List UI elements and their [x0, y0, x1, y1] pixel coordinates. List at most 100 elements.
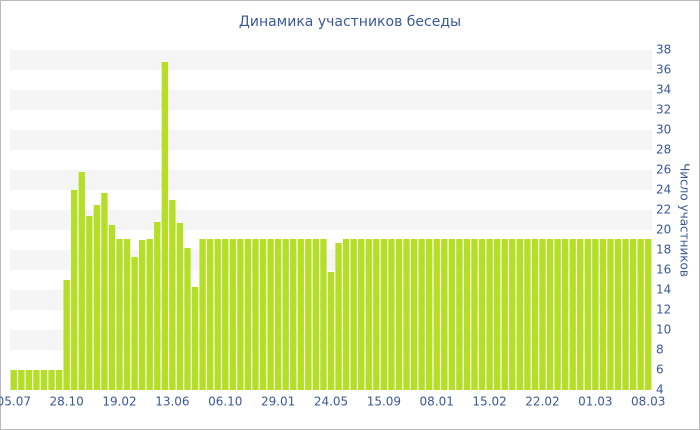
- bar: [206, 239, 214, 390]
- x-tick-label: 05.07: [0, 395, 31, 409]
- bar: [199, 239, 206, 390]
- bar: [365, 239, 372, 390]
- y-tick-label: 30: [656, 123, 671, 137]
- bar: [146, 239, 153, 390]
- y-tick-label: 24: [656, 183, 671, 197]
- bar: [282, 239, 289, 390]
- bar: [18, 370, 25, 390]
- y-axis-label: Число участников: [678, 163, 692, 277]
- bar: [584, 239, 591, 390]
- x-tick-label: 29.01: [261, 395, 295, 409]
- bar: [297, 239, 304, 390]
- y-tick-label: 28: [656, 143, 671, 157]
- bar: [214, 239, 221, 390]
- bar: [48, 370, 55, 390]
- bar: [342, 239, 350, 390]
- bar: [259, 239, 267, 390]
- x-tick-label: 15.02: [472, 395, 506, 409]
- x-tick-label: 22.02: [525, 395, 559, 409]
- bar: [176, 223, 184, 390]
- bar: [629, 239, 637, 390]
- bar: [86, 216, 93, 390]
- bar: [463, 239, 471, 390]
- chart-title: Динамика участников беседы: [239, 14, 461, 30]
- x-tick-label: 13.06: [155, 395, 189, 409]
- bar: [418, 239, 425, 390]
- y-tick-label: 10: [656, 323, 671, 337]
- grid-band: [10, 170, 652, 190]
- y-tick-label: 36: [656, 63, 671, 77]
- grid-band: [10, 130, 652, 150]
- bar: [312, 239, 320, 390]
- bar: [123, 239, 131, 390]
- bar: [531, 239, 539, 390]
- bar: [448, 239, 456, 390]
- bar: [101, 193, 108, 390]
- y-tick-label: 16: [656, 263, 671, 277]
- bar: [509, 239, 516, 390]
- bar: [516, 239, 523, 390]
- bar: [116, 239, 123, 390]
- x-tick-label: 08.03: [631, 395, 665, 409]
- bar: [139, 240, 146, 390]
- bar: [592, 239, 599, 390]
- bar: [546, 239, 554, 390]
- bar: [55, 370, 63, 390]
- bar: [33, 370, 40, 390]
- bar: [569, 239, 576, 390]
- bar: [395, 239, 403, 390]
- y-tick-label: 22: [656, 203, 671, 217]
- bar: [486, 239, 493, 390]
- bar: [539, 239, 546, 390]
- bar: [78, 172, 85, 390]
- y-tick-label: 12: [656, 303, 671, 317]
- bar: [327, 272, 335, 390]
- x-tick-label: 01.03: [578, 395, 612, 409]
- bar: [131, 257, 138, 390]
- bar: [403, 239, 410, 390]
- bar: [637, 239, 644, 390]
- bar: [237, 239, 244, 390]
- bar: [501, 239, 508, 390]
- bar: [388, 239, 395, 390]
- bar: [380, 239, 388, 390]
- y-tick-label: 20: [656, 223, 671, 237]
- bar: [305, 239, 312, 390]
- bar: [252, 239, 259, 390]
- bar: [561, 239, 569, 390]
- bar: [274, 239, 282, 390]
- bar: [154, 222, 161, 390]
- grid-band: [10, 90, 652, 110]
- bar: [335, 243, 342, 390]
- y-tick-label: 26: [656, 163, 671, 177]
- bar: [493, 239, 501, 390]
- bar: [524, 239, 531, 390]
- y-tick-label: 32: [656, 103, 671, 117]
- x-tick-label: 24.05: [314, 395, 348, 409]
- bar: [433, 239, 440, 390]
- y-tick-label: 4: [656, 383, 664, 397]
- bar: [290, 239, 297, 390]
- x-tick-label: 15.09: [367, 395, 401, 409]
- bar: [622, 239, 629, 390]
- bar: [244, 239, 252, 390]
- bar: [599, 239, 607, 390]
- y-tick-label: 18: [656, 243, 671, 257]
- bar: [320, 239, 327, 390]
- bar: [161, 62, 169, 390]
- bar: [614, 239, 622, 390]
- y-tick-label: 34: [656, 83, 671, 97]
- bar: [184, 248, 191, 390]
- bar: [108, 225, 116, 390]
- x-tick-label: 06.10: [208, 395, 242, 409]
- bar: [645, 239, 652, 390]
- bar: [456, 239, 463, 390]
- bar: [577, 239, 584, 390]
- bar: [358, 239, 365, 390]
- bar: [267, 239, 274, 390]
- bar: [350, 239, 357, 390]
- grid-band: [10, 50, 652, 70]
- bar: [478, 239, 486, 390]
- bar: [373, 239, 380, 390]
